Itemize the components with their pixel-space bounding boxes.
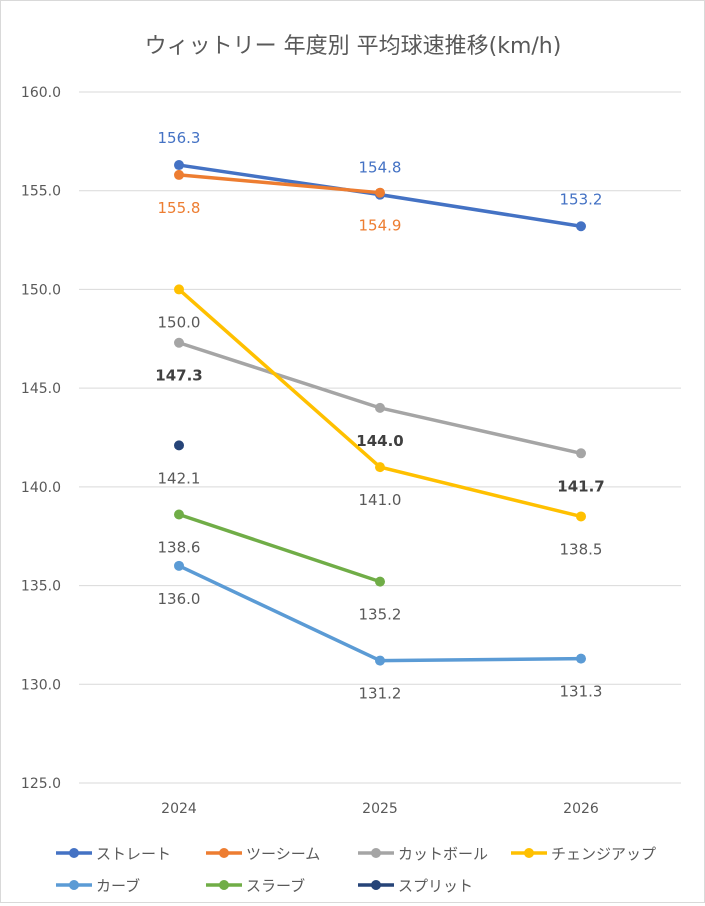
y-tick-label: 135.0 <box>21 579 61 595</box>
legend-marker <box>219 848 229 858</box>
legend-marker <box>371 880 381 890</box>
legend-marker <box>524 848 534 858</box>
data-point <box>375 576 385 587</box>
data-label: 141.0 <box>359 491 402 509</box>
data-label: 150.0 <box>158 313 201 331</box>
legend-item: スプリット <box>358 877 473 895</box>
data-point <box>375 187 385 198</box>
data-label: 138.6 <box>158 538 201 556</box>
legend-label: チェンジアップ <box>551 845 656 863</box>
data-label: 141.7 <box>557 477 604 495</box>
x-tick-label: 2025 <box>362 801 398 817</box>
data-label: 135.2 <box>359 606 402 624</box>
data-point <box>375 462 385 473</box>
data-point <box>174 509 184 520</box>
legend-marker <box>69 880 79 890</box>
legend-marker <box>371 848 381 858</box>
data-label: 131.2 <box>359 685 402 703</box>
series-line <box>178 173 381 195</box>
y-tick-label: 145.0 <box>21 381 61 397</box>
data-label: 131.3 <box>560 683 603 701</box>
data-label: 153.2 <box>560 190 603 208</box>
legend-label: スラーブ <box>246 877 305 895</box>
data-point <box>375 655 385 666</box>
data-point <box>576 221 586 232</box>
legend-item: カットボール <box>358 845 488 863</box>
data-point <box>174 337 184 348</box>
y-tick-label: 130.0 <box>21 677 61 693</box>
data-label: 144.0 <box>356 432 403 450</box>
y-tick-label: 125.0 <box>21 776 61 792</box>
legend-item: ストレート <box>56 845 171 863</box>
y-tick-label: 160.0 <box>21 85 61 101</box>
x-tick-label: 2024 <box>161 801 197 817</box>
chart-title: ウィットリー 年度別 平均球速推移(km/h) <box>145 34 562 59</box>
x-tick-label: 2026 <box>563 801 599 817</box>
legend-label: カットボール <box>398 845 488 863</box>
legend-label: ツーシーム <box>246 845 320 863</box>
data-point <box>174 440 184 451</box>
data-point <box>174 560 184 571</box>
data-point <box>174 169 184 180</box>
legend-marker <box>219 880 229 890</box>
legend-label: カーブ <box>96 877 140 895</box>
data-label: 138.5 <box>560 540 603 558</box>
y-tick-label: 140.0 <box>21 480 61 496</box>
data-point <box>174 160 184 171</box>
data-label: 136.0 <box>158 590 201 608</box>
data-label: 142.1 <box>158 469 201 487</box>
data-label: 155.8 <box>158 199 201 217</box>
series-line <box>178 512 381 584</box>
data-label: 147.3 <box>155 367 202 385</box>
legend-label: ストレート <box>96 845 171 863</box>
data-label: 156.3 <box>158 129 201 147</box>
legend-marker <box>69 848 79 858</box>
legend-item: チェンジアップ <box>511 845 656 863</box>
data-label: 154.8 <box>359 159 402 177</box>
legend-item: ツーシーム <box>206 845 320 863</box>
data-label: 154.9 <box>359 217 402 235</box>
legend-item: スラーブ <box>206 877 305 895</box>
y-tick-label: 155.0 <box>21 184 61 200</box>
data-point <box>174 284 184 295</box>
legend-label: スプリット <box>398 877 473 895</box>
data-point <box>576 448 586 459</box>
y-tick-label: 150.0 <box>21 282 61 298</box>
data-point <box>576 511 586 522</box>
data-point <box>576 653 586 664</box>
legend-item: カーブ <box>56 877 140 895</box>
data-point <box>375 402 385 413</box>
